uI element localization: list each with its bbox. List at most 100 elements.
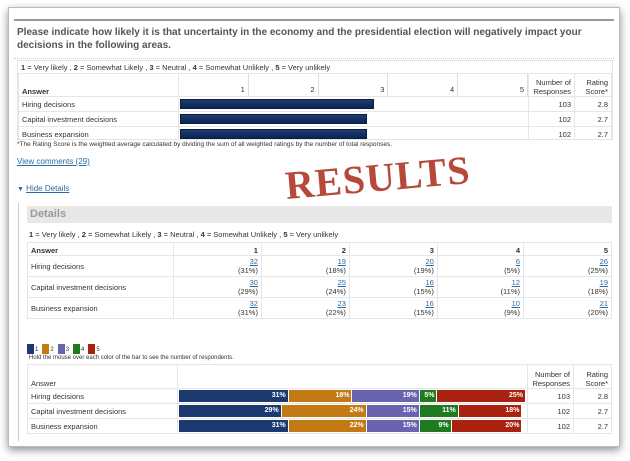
bar-segment-5[interactable]: 20% <box>451 420 523 432</box>
percent: (29%) <box>237 287 258 296</box>
bar-segment-2[interactable]: 22% <box>288 420 367 432</box>
header-rating-2: 2 <box>260 242 350 256</box>
table-row: Hiring decisions 31% 18% 19% 5% 25% 103 2.8 <box>27 388 612 404</box>
rating-score: 2.7 <box>574 126 612 139</box>
count-link[interactable]: 16 <box>425 278 434 287</box>
header-rating-4: 4 <box>436 242 524 256</box>
scale-number: 1 <box>21 63 26 72</box>
count-link[interactable]: 30 <box>249 278 258 287</box>
header-answer: Answer <box>27 364 178 389</box>
table-row: Business expansion 32 (31%) 23 (22%) 16 (15%) 1… <box>27 297 613 319</box>
scale-number: 3 <box>157 230 162 239</box>
divider <box>14 19 614 21</box>
bar-segment-1[interactable]: 31% <box>179 420 289 432</box>
percent: (20%) <box>587 308 608 317</box>
table-row: Business expansion 102 2.7 <box>18 126 612 139</box>
header-answer: Answer <box>27 242 174 256</box>
count-link[interactable]: 20 <box>425 257 434 266</box>
details-border <box>18 203 19 441</box>
count-link[interactable]: 19 <box>337 257 346 266</box>
scale-number: 2 <box>73 63 78 72</box>
count-link[interactable]: 25 <box>337 278 346 287</box>
count-link[interactable]: 10 <box>511 299 520 308</box>
bar-segment-2[interactable]: 18% <box>288 390 353 402</box>
percent: (11%) <box>500 287 520 296</box>
answer-label: Business expansion <box>27 418 178 434</box>
answer-label: Capital investment decisions <box>18 111 179 127</box>
bar-segment-3[interactable]: 15% <box>366 405 420 417</box>
legend-swatch <box>88 344 96 354</box>
legend-label: 5 <box>96 346 100 353</box>
bar-segment-3[interactable]: 19% <box>352 390 420 402</box>
scale-label: = Very unlikely <box>287 230 339 239</box>
header-responses: Number of Responses <box>528 73 575 97</box>
legend-label: 1 <box>35 346 39 353</box>
scale-label: = Very likely , <box>33 230 82 239</box>
scale-label: = Somewhat Likely , <box>77 63 150 72</box>
bar-segment-5[interactable]: 18% <box>458 405 523 417</box>
bar-segment-2[interactable]: 24% <box>281 405 367 417</box>
count-link[interactable]: 6 <box>515 257 520 266</box>
rating-score: 2.7 <box>573 418 612 434</box>
count-link[interactable]: 16 <box>425 299 434 308</box>
bar-segment-1[interactable]: 31% <box>179 390 289 402</box>
table-row: Capital investment decisions 30 (29%) 25 (24… <box>27 276 613 298</box>
response-count: 102 <box>528 126 575 139</box>
table-row: Capital investment decisions 29% 24% 15% 11%… <box>27 403 612 419</box>
axis-tick: 1 <box>179 74 249 96</box>
rating-score: 2.8 <box>574 96 612 112</box>
answer-label: Business expansion <box>27 297 174 319</box>
view-comments-link[interactable]: View comments (29) <box>17 157 90 166</box>
header-rating: Rating Score* <box>574 73 612 97</box>
percent: (22%) <box>325 308 346 317</box>
scale-label: = Somewhat Likely , <box>85 230 158 239</box>
rating-bar[interactable] <box>180 114 368 124</box>
count-link[interactable]: 26 <box>599 257 608 266</box>
table-row: Capital investment decisions 102 2.7 <box>18 111 612 127</box>
rating-bar[interactable] <box>180 129 368 139</box>
count-link[interactable]: 21 <box>599 299 608 308</box>
bar-segment-5[interactable]: 25% <box>437 390 526 402</box>
count-link[interactable]: 32 <box>249 299 258 308</box>
percent: (18%) <box>587 287 608 296</box>
stacked-table: Answer Number of Responses Rating Score*… <box>27 364 612 434</box>
percent: (15%) <box>413 287 434 296</box>
answer-label: Hiring decisions <box>27 255 174 277</box>
axis-tick: 3 <box>319 74 389 96</box>
count-link[interactable]: 23 <box>337 299 346 308</box>
axis-tick: 4 <box>388 74 459 96</box>
rating-score: 2.8 <box>573 388 612 404</box>
details-table: Answer 1 2 3 4 5 Hiring decisions 32 (31%) 19 (18… <box>27 242 613 319</box>
scale-number: 1 <box>29 230 34 239</box>
bar-segment-4[interactable]: 11% <box>419 405 459 417</box>
axis-tick: 2 <box>249 74 319 96</box>
response-count: 102 <box>528 111 575 127</box>
percent: (5%) <box>504 266 520 275</box>
bar-segment-4[interactable]: 9% <box>419 420 452 432</box>
scale-number: 3 <box>149 63 154 72</box>
table-row: Hiring decisions 32 (31%) 19 (18%) 20 (19%) 6 (5… <box>27 255 613 277</box>
header-rating: Rating Score* <box>573 364 612 389</box>
scale-number: 4 <box>192 63 197 72</box>
bar-segment-1[interactable]: 29% <box>179 405 282 417</box>
percent: (15%) <box>413 308 434 317</box>
bar-segment-3[interactable]: 15% <box>366 420 420 432</box>
footnote: *The Rating Score is the weighted averag… <box>17 141 393 148</box>
count-link[interactable]: 12 <box>511 278 520 287</box>
details-title: Details <box>27 206 612 223</box>
hide-details-toggle[interactable]: ▼ Hide Details <box>17 184 69 193</box>
rating-score: 2.7 <box>574 111 612 127</box>
hide-details-link[interactable]: Hide Details <box>26 184 70 193</box>
header-rating-1: 1 <box>173 242 262 256</box>
axis-tick: 5 <box>458 74 528 96</box>
count-link[interactable]: 32 <box>249 257 258 266</box>
legend-swatch <box>73 344 81 354</box>
rating-bar[interactable] <box>180 99 375 109</box>
survey-results-card: Please indicate how likely it is that un… <box>8 7 620 447</box>
count-link[interactable]: 19 <box>599 278 608 287</box>
answer-label: Business expansion <box>18 126 179 139</box>
response-count: 103 <box>527 388 574 404</box>
scale-label: = Somewhat Unlikely , <box>196 63 276 72</box>
answer-label: Capital investment decisions <box>27 403 178 419</box>
bar-segment-4[interactable]: 5% <box>419 390 438 402</box>
